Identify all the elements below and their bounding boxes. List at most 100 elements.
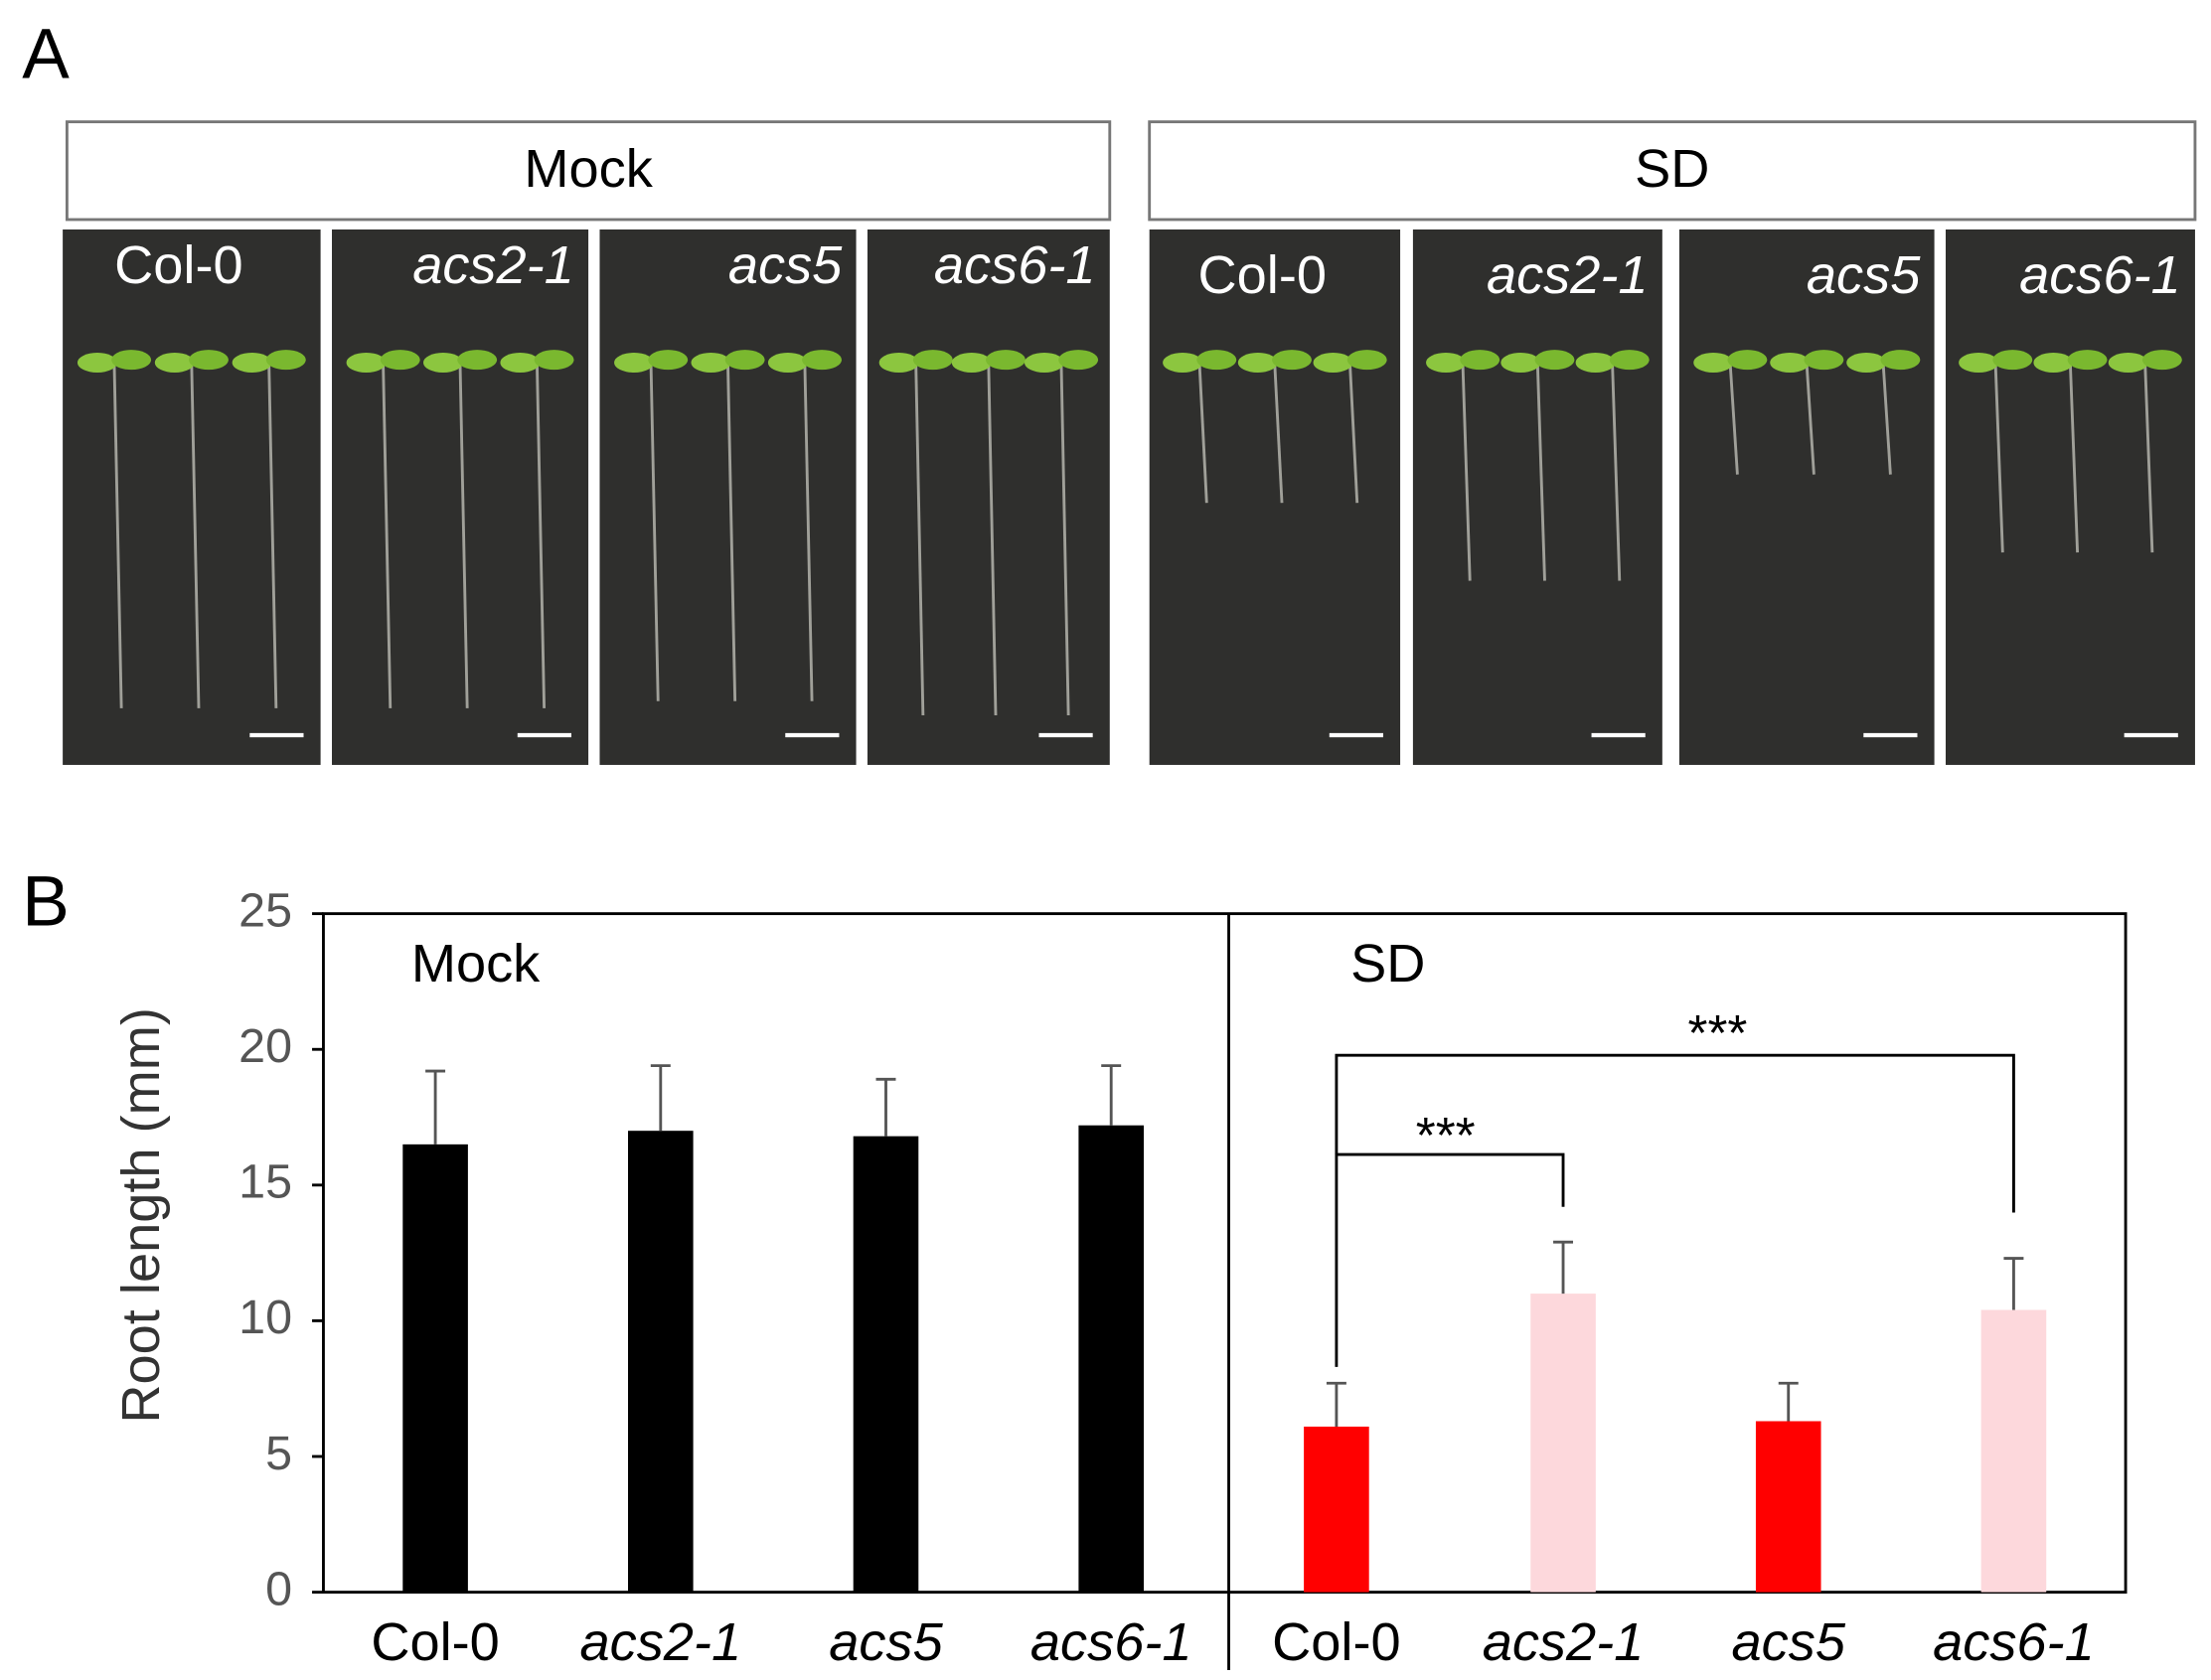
- plot-frame: [322, 912, 2128, 1595]
- cotyledon: [1992, 350, 2033, 371]
- error-bar: [1778, 1381, 1799, 1422]
- cotyledon: [380, 350, 420, 371]
- photo: [867, 229, 1110, 765]
- root: [914, 365, 925, 716]
- root: [190, 365, 201, 708]
- bar: [1304, 1426, 1369, 1593]
- root: [1611, 365, 1622, 581]
- x-tick-label: Col-0: [371, 1612, 499, 1672]
- sig-label: ***: [1687, 1004, 1747, 1061]
- photo: [599, 229, 857, 765]
- cotyledon: [1770, 353, 1811, 373]
- photo: [63, 229, 321, 765]
- cotyledon: [912, 350, 953, 371]
- cotyledon: [1237, 353, 1278, 373]
- x-tick-label: acs2-1: [1483, 1612, 1645, 1672]
- cotyledon: [1196, 350, 1237, 371]
- cotyledon: [77, 353, 117, 373]
- cotyledon: [1846, 353, 1887, 373]
- bar: [1530, 1294, 1596, 1593]
- genotype-label: acs5: [1807, 245, 1921, 305]
- root: [1881, 365, 1892, 475]
- x-tick-label: acs5: [1732, 1612, 1846, 1672]
- bar: [1078, 1125, 1144, 1593]
- cotyledon: [189, 350, 229, 371]
- cotyledon: [1575, 353, 1616, 373]
- x-tick-label: acs5: [829, 1612, 943, 1672]
- root: [1461, 365, 1472, 581]
- group-label: Mock: [411, 934, 541, 993]
- cotyledon: [802, 350, 843, 371]
- root: [1993, 365, 2004, 553]
- root: [382, 365, 393, 708]
- error-bar: [1326, 1381, 1346, 1427]
- cotyledon: [2108, 353, 2148, 373]
- root: [1535, 365, 1546, 581]
- cotyledon: [500, 353, 541, 373]
- sig-bracket: [1335, 1053, 2015, 1213]
- cotyledon: [724, 350, 765, 371]
- cotyledon: [2033, 353, 2074, 373]
- root: [649, 365, 660, 701]
- cotyledon: [1693, 353, 1734, 373]
- cotyledon: [1272, 350, 1312, 371]
- y-tick-label: 10: [238, 1291, 292, 1344]
- genotype-label: acs6-1: [934, 235, 1096, 295]
- bar: [1755, 1421, 1821, 1593]
- root: [726, 365, 737, 701]
- root: [1805, 365, 1816, 475]
- cotyledon: [691, 353, 731, 373]
- genotype-label: Col-0: [114, 235, 242, 295]
- cotyledon: [1534, 350, 1575, 371]
- genotype-label: Col-0: [1198, 245, 1327, 305]
- error-bar: [1553, 1240, 1574, 1295]
- cotyledon: [1058, 350, 1099, 371]
- cotyledon: [1880, 350, 1921, 371]
- photo: [1412, 229, 1662, 765]
- cotyledon: [878, 353, 919, 373]
- genotype-label: acs2-1: [412, 235, 574, 295]
- error-bar: [2003, 1257, 2024, 1310]
- cotyledon: [1163, 353, 1203, 373]
- x-tick-label: Col-0: [1272, 1612, 1400, 1672]
- cotyledon: [1346, 350, 1387, 371]
- cotyledon: [1426, 353, 1466, 373]
- sig-label: ***: [1416, 1107, 1476, 1163]
- cotyledon: [1313, 353, 1353, 373]
- error-bar: [875, 1077, 896, 1137]
- root: [803, 365, 814, 701]
- cotyledon: [767, 353, 808, 373]
- cotyledon: [1609, 350, 1650, 371]
- sig-bracket: [1335, 1152, 1565, 1367]
- y-axis-label: Root length (mm): [111, 1007, 171, 1423]
- cotyledon: [2067, 350, 2108, 371]
- root: [267, 365, 278, 708]
- cotyledon: [457, 350, 498, 371]
- group-header: SD: [1635, 139, 1709, 199]
- bar: [1980, 1309, 2047, 1593]
- group-header-box: [1148, 120, 2197, 222]
- x-tick-label: acs6-1: [1030, 1612, 1192, 1672]
- y-tick-label: 15: [238, 1155, 292, 1209]
- root: [987, 365, 998, 716]
- photo: [1678, 229, 1935, 765]
- cotyledon: [986, 350, 1026, 371]
- root: [1273, 365, 1284, 504]
- x-tick-label: acs2-1: [579, 1612, 741, 1672]
- cotyledon: [1804, 350, 1844, 371]
- error-bar: [1101, 1064, 1122, 1126]
- root: [458, 365, 469, 708]
- error-bar: [425, 1069, 446, 1145]
- photo: [1946, 229, 2195, 765]
- bar: [628, 1131, 694, 1593]
- cotyledon: [534, 350, 574, 371]
- bar: [853, 1136, 919, 1593]
- photo: [332, 229, 589, 765]
- cotyledon: [265, 350, 306, 371]
- cotyledon: [648, 350, 689, 371]
- root: [1197, 365, 1208, 504]
- root: [1728, 365, 1739, 475]
- root: [1348, 365, 1359, 504]
